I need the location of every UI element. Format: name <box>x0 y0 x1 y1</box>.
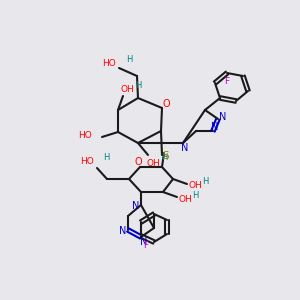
Text: H: H <box>161 154 167 163</box>
Text: S: S <box>163 151 169 161</box>
Text: H: H <box>126 56 132 64</box>
Text: O: O <box>134 157 142 167</box>
Text: OH: OH <box>188 182 202 190</box>
Text: H: H <box>103 154 109 163</box>
Text: OH: OH <box>120 85 134 94</box>
Text: F: F <box>224 77 230 86</box>
Text: O: O <box>162 99 170 109</box>
Text: OH: OH <box>178 194 192 203</box>
Text: H: H <box>135 82 141 91</box>
Text: H: H <box>192 190 198 200</box>
Text: HO: HO <box>78 130 92 140</box>
Text: OH: OH <box>146 158 160 167</box>
Text: N: N <box>140 237 148 247</box>
Text: N: N <box>219 112 227 122</box>
Text: HO: HO <box>80 158 94 166</box>
Text: N: N <box>211 122 219 132</box>
Text: HO: HO <box>102 58 116 68</box>
Text: N: N <box>119 226 127 236</box>
Text: N: N <box>181 143 189 153</box>
Text: H: H <box>202 178 208 187</box>
Text: F: F <box>143 242 148 250</box>
Text: N: N <box>132 201 140 211</box>
